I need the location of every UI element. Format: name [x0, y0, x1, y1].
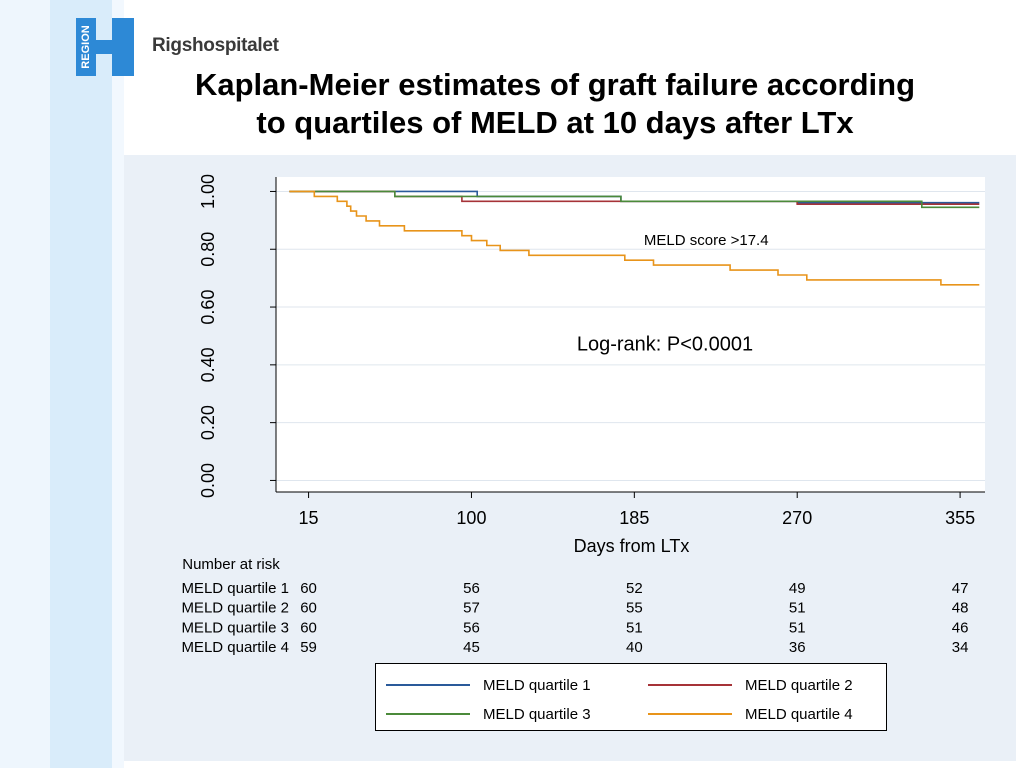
x-tick-label: 185 — [619, 508, 649, 528]
plot-area — [276, 177, 985, 492]
y-tick-label: 0.40 — [198, 347, 218, 382]
legend: MELD quartile 1 MELD quartile 2 MELD quart… — [375, 663, 887, 731]
background-stripe-light — [0, 0, 50, 768]
background-stripe-pale — [112, 0, 124, 768]
risk-cell: 57 — [463, 600, 480, 617]
risk-cell: 51 — [789, 619, 806, 636]
risk-cell: 60 — [300, 580, 317, 597]
y-tick-label: 0.00 — [198, 463, 218, 498]
title-line-1: Kaplan-Meier estimates of graft failure … — [194, 67, 916, 102]
legend-label: MELD quartile 1 — [483, 677, 591, 694]
slide-title: Kaplan-Meier estimates of graft failure … — [140, 66, 970, 142]
series-line-meld-quartile-3 — [289, 190, 980, 209]
risk-cell: 52 — [626, 580, 643, 597]
logo-bar-left — [76, 18, 96, 76]
risk-cell: 46 — [952, 619, 969, 636]
risk-cell: 36 — [789, 639, 806, 656]
risk-cell: 47 — [952, 580, 969, 597]
x-tick-label: 355 — [945, 508, 975, 528]
legend-items: MELD quartile 1 MELD quartile 2 MELD quart… — [386, 677, 853, 723]
series-line-meld-quartile-4 — [289, 190, 980, 286]
title-line-2: to quartiles of MELD at 10 days after LT… — [256, 105, 854, 140]
risk-cell: 34 — [952, 639, 969, 656]
risk-cell: 45 — [463, 639, 480, 656]
legend-label: MELD quartile 4 — [745, 706, 853, 723]
risk-cell: 51 — [626, 619, 643, 636]
legend-label: MELD quartile 3 — [483, 706, 591, 723]
logo-bar-right — [112, 18, 134, 76]
risk-row-label: MELD quartile 4 — [181, 639, 289, 656]
risk-cell: 40 — [626, 639, 643, 656]
risk-table-title: Number at risk — [182, 556, 280, 573]
x-tick-label: 270 — [782, 508, 812, 528]
risk-table-rows: MELD quartile 1 60 56 52 49 47 MELD quartile 2… — [181, 580, 968, 656]
risk-cell: 59 — [300, 639, 317, 656]
annotation-meld-score: MELD score >17.4 — [644, 232, 769, 249]
grid-lines — [276, 190, 985, 481]
annotations: MELD score >17.4 Log-rank: P<0.0001 — [577, 232, 769, 355]
risk-cell: 60 — [300, 600, 317, 617]
background-stripe — [50, 0, 112, 768]
axes: 0.00 0.20 0.40 0.60 0.80 1.00 15 100 185 270 355 Da… — [198, 174, 985, 556]
annotation-log-rank: Log-rank: P<0.0001 — [577, 333, 753, 355]
x-axis-label: Days from LTx — [574, 536, 690, 556]
logo-bar-middle — [96, 40, 112, 54]
y-tick-label: 1.00 — [198, 174, 218, 209]
risk-row-label: MELD quartile 1 — [181, 580, 289, 597]
y-tick-label: 0.80 — [198, 232, 218, 267]
risk-cell: 55 — [626, 600, 643, 617]
risk-cell: 51 — [789, 600, 806, 617]
risk-cell: 56 — [463, 580, 480, 597]
risk-cell: 49 — [789, 580, 806, 597]
brand-name: Rigshospitalet — [152, 35, 279, 56]
risk-cell: 56 — [463, 619, 480, 636]
risk-cell: 60 — [300, 619, 317, 636]
series-lines — [289, 190, 980, 286]
risk-row-label: MELD quartile 2 — [181, 600, 289, 617]
risk-row-label: MELD quartile 3 — [181, 619, 289, 636]
legend-label: MELD quartile 2 — [745, 677, 853, 694]
y-tick-label: 0.20 — [198, 405, 218, 440]
risk-cell: 48 — [952, 600, 969, 617]
y-tick-label: 0.60 — [198, 290, 218, 325]
region-h-logo: REGION — [76, 18, 134, 76]
x-tick-label: 15 — [299, 508, 319, 528]
x-tick-label: 100 — [456, 508, 486, 528]
